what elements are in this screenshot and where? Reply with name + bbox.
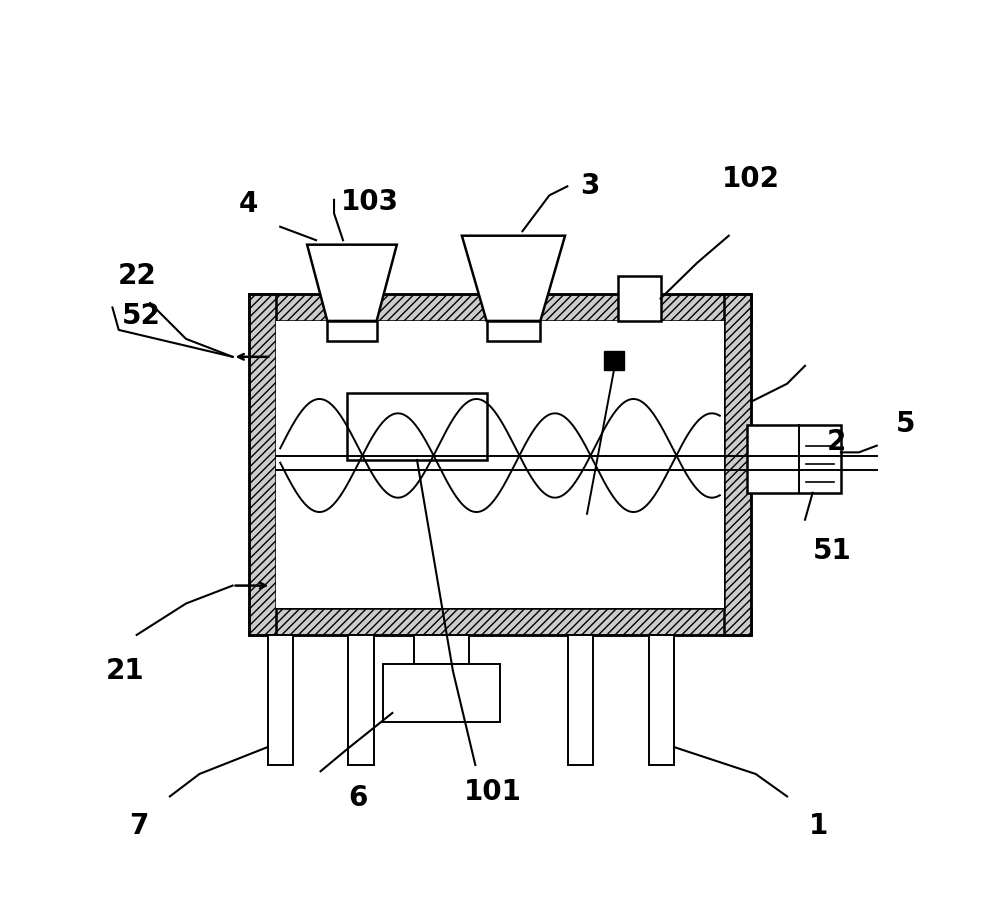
Text: 101: 101 xyxy=(464,778,522,806)
Text: 6: 6 xyxy=(349,784,368,813)
Polygon shape xyxy=(618,276,661,321)
Polygon shape xyxy=(487,321,540,341)
Text: 51: 51 xyxy=(813,537,851,565)
Text: 22: 22 xyxy=(117,262,156,290)
Polygon shape xyxy=(249,294,276,635)
Polygon shape xyxy=(249,608,751,635)
Text: 52: 52 xyxy=(122,302,161,331)
Polygon shape xyxy=(347,393,487,460)
Text: 102: 102 xyxy=(722,165,780,193)
Polygon shape xyxy=(747,425,841,493)
Text: 4: 4 xyxy=(239,190,258,219)
Polygon shape xyxy=(414,635,469,663)
Polygon shape xyxy=(383,663,500,722)
Polygon shape xyxy=(724,294,751,635)
Text: 5: 5 xyxy=(896,410,915,438)
Text: 7: 7 xyxy=(129,812,148,840)
Polygon shape xyxy=(276,321,724,608)
Polygon shape xyxy=(348,635,374,765)
Text: 1: 1 xyxy=(809,812,828,840)
Polygon shape xyxy=(307,245,397,321)
Text: 3: 3 xyxy=(580,172,599,200)
Text: 2: 2 xyxy=(827,428,846,456)
Polygon shape xyxy=(249,294,751,321)
Polygon shape xyxy=(604,351,624,370)
Polygon shape xyxy=(268,635,293,765)
Polygon shape xyxy=(462,236,565,321)
Text: 103: 103 xyxy=(341,188,399,216)
Polygon shape xyxy=(568,635,593,765)
Text: 21: 21 xyxy=(106,657,144,685)
Polygon shape xyxy=(649,635,674,765)
Polygon shape xyxy=(327,321,377,341)
